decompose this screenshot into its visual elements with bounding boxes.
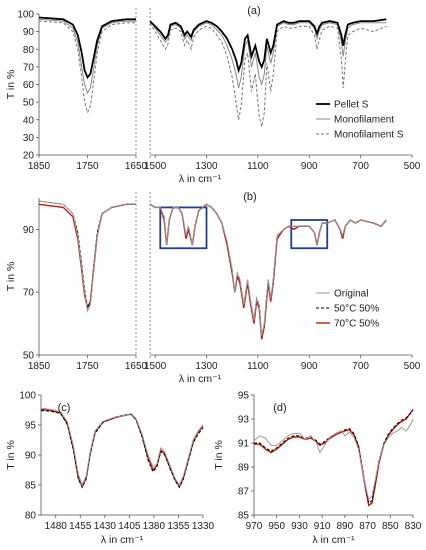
y-tick-label: 85 xyxy=(25,481,37,492)
legend-label: Monofilament S xyxy=(334,130,404,141)
series-line xyxy=(253,418,414,501)
x-tick-label: 1750 xyxy=(76,361,99,372)
y-tick-label: 40 xyxy=(23,115,35,126)
x-tick-label: 1380 xyxy=(143,521,166,532)
series-line xyxy=(149,203,387,337)
y-tick-label: 85 xyxy=(238,511,250,522)
y-tick-label: 70 xyxy=(23,288,35,299)
y-tick-label: 87 xyxy=(238,487,250,498)
y-tick-label: 70 xyxy=(23,62,35,73)
x-tick-label: 1480 xyxy=(45,521,68,532)
x-tick-label: 930 xyxy=(291,521,308,532)
x-axis-label: λ in cm⁻¹ xyxy=(101,534,144,546)
highlight-box xyxy=(159,206,208,250)
x-tick-label: 1405 xyxy=(118,521,141,532)
x-axis-label: λ in cm⁻¹ xyxy=(179,373,222,385)
y-tick-label: 100 xyxy=(17,10,34,21)
y-tick-label: 90 xyxy=(23,27,35,38)
y-tick-label: 50 xyxy=(23,98,35,109)
series-line xyxy=(254,410,414,504)
legend-label: 70°C 50% xyxy=(334,319,379,330)
y-axis-label: T in % xyxy=(5,70,17,100)
series-line xyxy=(38,16,136,80)
x-tick-label: 1850 xyxy=(28,361,51,372)
x-tick-label: 1355 xyxy=(167,521,190,532)
series-line xyxy=(38,18,136,95)
y-tick-label: 95 xyxy=(25,421,37,432)
series-line xyxy=(38,200,136,313)
panel-label: (d) xyxy=(273,402,286,414)
series-line xyxy=(38,20,136,115)
x-tick-label: 1500 xyxy=(144,361,167,372)
y-axis-label: T in % xyxy=(5,262,17,292)
x-tick-label: 1100 xyxy=(247,161,269,172)
x-tick-label: 1300 xyxy=(195,161,218,172)
series-line xyxy=(40,408,204,488)
x-tick-label: 1500 xyxy=(144,161,167,172)
x-tick-label: 850 xyxy=(382,521,399,532)
y-tick-label: 91 xyxy=(238,439,250,450)
y-tick-label: 100 xyxy=(19,391,36,402)
x-tick-label: 1300 xyxy=(195,361,218,372)
panel-label: (c) xyxy=(58,402,71,414)
series-line xyxy=(40,407,204,487)
x-tick-label: 500 xyxy=(404,161,421,172)
y-tick-label: 93 xyxy=(238,415,250,426)
x-axis-label: λ in cm⁻¹ xyxy=(179,173,222,185)
series-line xyxy=(254,408,414,507)
panel-3: 85 87 89 91 93 95 970 950 930 910 890 870 850 830 (d) T… xyxy=(213,391,422,547)
x-tick-label: 950 xyxy=(268,521,285,532)
x-tick-label: 1455 xyxy=(69,521,92,532)
y-tick-label: 80 xyxy=(25,511,37,522)
series-line xyxy=(149,22,387,127)
x-tick-label: 1330 xyxy=(192,521,215,532)
x-tick-label: 500 xyxy=(404,361,421,372)
y-axis-label: T in % xyxy=(5,440,17,470)
y-tick-label: 89 xyxy=(238,463,250,474)
legend-label: 50°C 50% xyxy=(334,304,379,315)
legend-label: Monofilament xyxy=(334,115,394,126)
y-tick-label: 60 xyxy=(23,80,35,91)
x-tick-label: 1650 xyxy=(125,361,148,372)
x-axis-label: λ in cm⁻¹ xyxy=(312,534,355,546)
x-tick-label: 970 xyxy=(246,521,263,532)
series-line xyxy=(38,200,136,310)
x-tick-label: 900 xyxy=(301,361,318,372)
highlight-box xyxy=(290,219,329,250)
y-tick-label: 20 xyxy=(23,151,35,162)
series-line xyxy=(149,18,387,74)
x-tick-label: 1750 xyxy=(76,161,99,172)
x-tick-label: 870 xyxy=(359,521,376,532)
x-tick-label: 900 xyxy=(301,161,318,172)
x-tick-label: 1850 xyxy=(28,161,51,172)
y-tick-label: 80 xyxy=(23,45,35,56)
x-tick-label: 830 xyxy=(405,521,422,532)
series-line xyxy=(38,203,136,311)
y-tick-label: 90 xyxy=(23,225,35,236)
x-tick-label: 890 xyxy=(337,521,354,532)
x-tick-label: 1100 xyxy=(247,361,269,372)
series-line xyxy=(149,203,387,337)
y-tick-label: 95 xyxy=(238,391,250,402)
y-tick-label: 50 xyxy=(23,351,35,362)
y-tick-label: 30 xyxy=(23,133,35,144)
y-tick-label: 90 xyxy=(25,451,37,462)
x-tick-label: 1650 xyxy=(125,161,148,172)
legend-label: Pellet S xyxy=(334,100,369,111)
y-axis-label: T in % xyxy=(213,440,225,470)
panel-label: (b) xyxy=(243,191,256,203)
panel-2: 80 85 90 95 100 1480 1455 1430 1405 1380 1355 1330 (… xyxy=(5,391,215,547)
x-tick-label: 1430 xyxy=(94,521,117,532)
panel-label: (a) xyxy=(247,5,260,17)
x-tick-label: 700 xyxy=(352,361,369,372)
x-tick-label: 700 xyxy=(352,161,369,172)
legend-label: Original xyxy=(334,289,368,300)
x-tick-label: 910 xyxy=(314,521,331,532)
series-line xyxy=(149,20,387,89)
series-line xyxy=(40,410,204,489)
